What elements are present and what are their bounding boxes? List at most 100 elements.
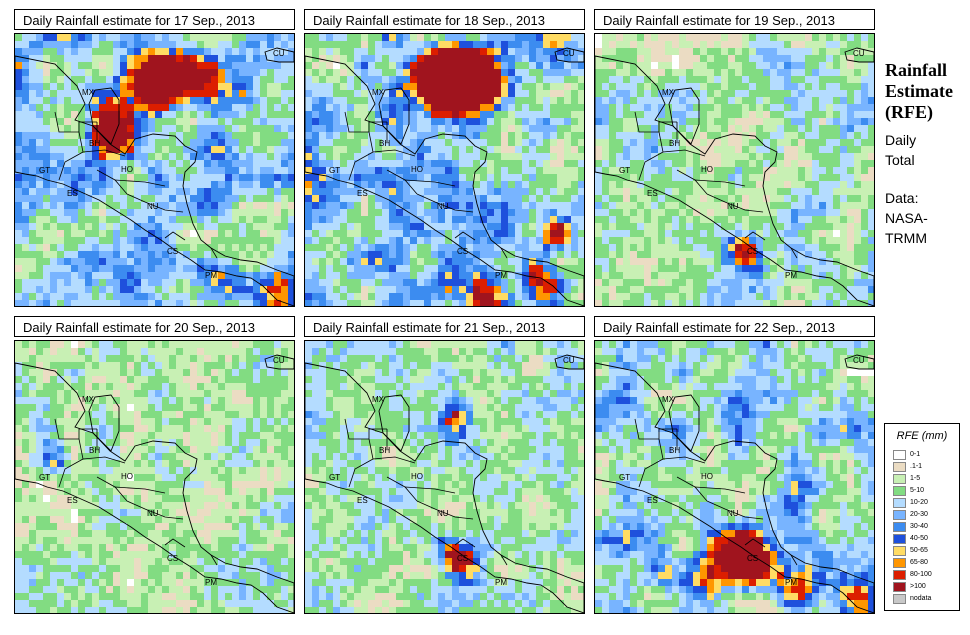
rainfall-cell bbox=[819, 125, 826, 132]
rainfall-cell bbox=[686, 251, 693, 258]
rainfall-cell bbox=[127, 230, 134, 237]
rainfall-cell bbox=[326, 160, 333, 167]
rainfall-cell bbox=[288, 209, 294, 216]
rainfall-cell bbox=[672, 146, 679, 153]
rainfall-cell bbox=[22, 104, 29, 111]
rainfall-cell bbox=[854, 174, 861, 181]
rainfall-cell bbox=[225, 362, 232, 369]
rainfall-cell bbox=[819, 146, 826, 153]
rainfall-cell bbox=[29, 132, 36, 139]
rainfall-cell bbox=[798, 244, 805, 251]
rainfall-cell bbox=[672, 83, 679, 90]
rainfall-cell bbox=[735, 139, 742, 146]
rainfall-cell bbox=[602, 118, 609, 125]
rainfall-cell bbox=[169, 195, 176, 202]
rainfall-cell bbox=[92, 341, 99, 348]
rainfall-cell bbox=[50, 300, 57, 306]
rainfall-cell bbox=[473, 104, 480, 111]
rainfall-cell bbox=[735, 230, 742, 237]
rainfall-cell bbox=[438, 104, 445, 111]
rainfall-cell bbox=[522, 69, 529, 76]
rainfall-cell bbox=[543, 153, 550, 160]
rainfall-cell bbox=[246, 167, 253, 174]
rainfall-cell bbox=[340, 293, 347, 300]
rainfall-cell bbox=[36, 48, 43, 55]
rainfall-cell bbox=[71, 97, 78, 104]
rainfall-cell bbox=[805, 90, 812, 97]
rainfall-cell bbox=[134, 174, 141, 181]
rainfall-cell bbox=[868, 244, 874, 251]
rainfall-cell bbox=[672, 41, 679, 48]
rainfall-cell bbox=[798, 34, 805, 41]
rainfall-cell bbox=[232, 111, 239, 118]
rainfall-cell bbox=[868, 188, 874, 195]
rainfall-cell bbox=[36, 348, 43, 355]
rainfall-cell bbox=[155, 132, 162, 139]
rainfall-cell bbox=[798, 83, 805, 90]
rainfall-cell bbox=[721, 76, 728, 83]
rainfall-cell bbox=[50, 251, 57, 258]
rainfall-cell bbox=[232, 90, 239, 97]
rainfall-cell bbox=[281, 237, 288, 244]
rainfall-cell bbox=[798, 230, 805, 237]
rainfall-cell bbox=[487, 279, 494, 286]
rainfall-cell bbox=[861, 83, 868, 90]
rainfall-cell bbox=[417, 132, 424, 139]
rainfall-cell bbox=[326, 97, 333, 104]
rainfall-cell bbox=[169, 237, 176, 244]
rainfall-cell bbox=[57, 265, 64, 272]
rainfall-cell bbox=[833, 160, 840, 167]
rainfall-cell bbox=[693, 244, 700, 251]
rainfall-cell bbox=[763, 181, 770, 188]
rainfall-cell bbox=[452, 237, 459, 244]
rainfall-cell bbox=[375, 153, 382, 160]
rainfall-cell bbox=[190, 76, 197, 83]
rainfall-cell bbox=[267, 369, 274, 376]
rainfall-cell bbox=[543, 97, 550, 104]
rainfall-cell bbox=[312, 132, 319, 139]
rainfall-cell bbox=[120, 272, 127, 279]
rainfall-cell bbox=[36, 111, 43, 118]
rainfall-cell bbox=[536, 153, 543, 160]
rainfall-cell bbox=[501, 90, 508, 97]
rainfall-cell bbox=[784, 300, 791, 306]
rainfall-cell bbox=[43, 265, 50, 272]
rainfall-cell bbox=[819, 244, 826, 251]
rainfall-cell bbox=[487, 83, 494, 90]
rainfall-cell bbox=[550, 244, 557, 251]
rainfall-cell bbox=[211, 90, 218, 97]
rainfall-cell bbox=[36, 104, 43, 111]
rainfall-cell bbox=[693, 160, 700, 167]
rainfall-cell bbox=[557, 272, 564, 279]
rainfall-cell bbox=[480, 237, 487, 244]
rainfall-cell bbox=[204, 244, 211, 251]
rainfall-cell bbox=[274, 76, 281, 83]
rainfall-cell bbox=[595, 300, 602, 306]
rainfall-cell bbox=[833, 111, 840, 118]
rainfall-cell bbox=[305, 111, 312, 118]
rainfall-cell bbox=[861, 286, 868, 293]
rainfall-cell bbox=[333, 146, 340, 153]
rainfall-cell bbox=[85, 62, 92, 69]
rainfall-cell bbox=[424, 223, 431, 230]
rainfall-cell bbox=[721, 244, 728, 251]
rainfall-cell bbox=[728, 34, 735, 41]
rainfall-cell bbox=[679, 258, 686, 265]
rainfall-cell bbox=[239, 258, 246, 265]
rainfall-cell bbox=[543, 272, 550, 279]
rainfall-cell bbox=[686, 118, 693, 125]
rainfall-cell bbox=[113, 104, 120, 111]
rainfall-cell bbox=[798, 223, 805, 230]
rainfall-cell bbox=[784, 167, 791, 174]
rainfall-cell bbox=[141, 146, 148, 153]
rainfall-cell bbox=[742, 202, 749, 209]
rainfall-cell bbox=[756, 139, 763, 146]
rainfall-cell bbox=[260, 376, 267, 383]
rainfall-cell bbox=[340, 181, 347, 188]
rainfall-cell bbox=[176, 90, 183, 97]
rainfall-cell bbox=[361, 41, 368, 48]
rainfall-cell bbox=[85, 97, 92, 104]
rainfall-cell bbox=[368, 230, 375, 237]
rainfall-cell bbox=[833, 209, 840, 216]
rainfall-cell bbox=[707, 104, 714, 111]
